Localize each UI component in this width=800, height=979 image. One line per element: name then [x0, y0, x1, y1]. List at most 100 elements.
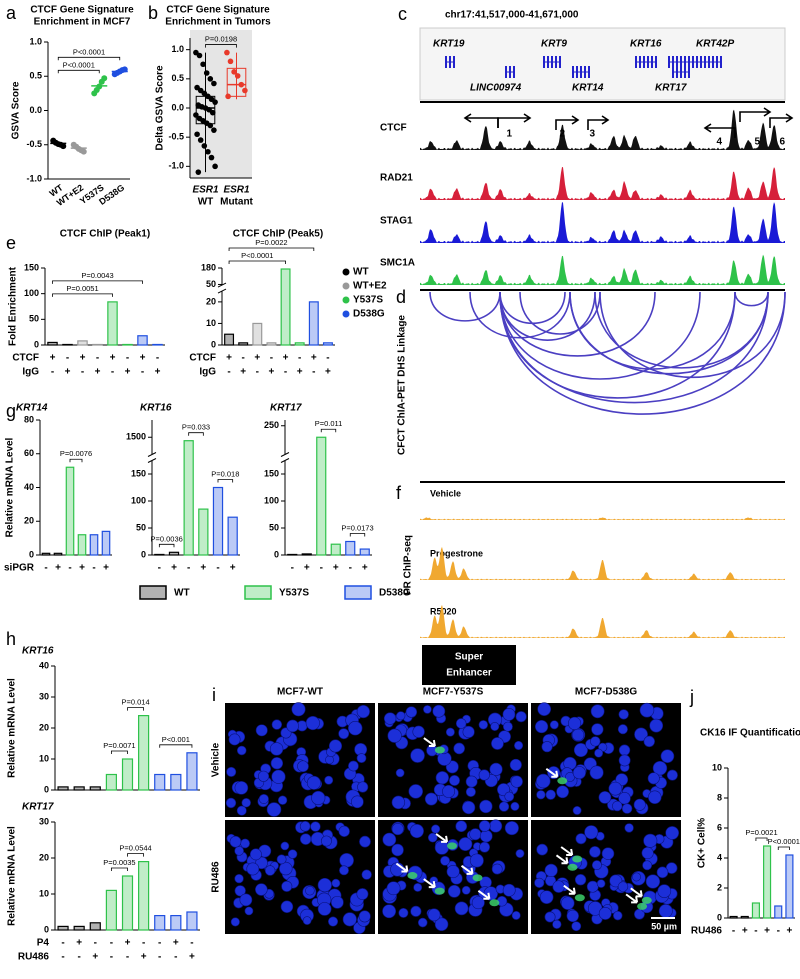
data-point: [212, 99, 218, 105]
chart-title: KRT17: [22, 802, 54, 813]
bar: [287, 553, 298, 556]
pointer-arrow: [563, 884, 576, 895]
panel-letter: h: [6, 629, 16, 649]
row-mark: -: [81, 367, 84, 378]
nucleus: [642, 860, 653, 871]
gene-label: KRT14: [572, 83, 604, 94]
peak-label: 4: [716, 137, 722, 148]
p-value: P=0.0043: [81, 271, 113, 280]
significance-bracket: [127, 853, 145, 857]
data-point: [211, 80, 217, 87]
nucleus: [479, 799, 493, 814]
nucleus: [280, 841, 290, 851]
nucleus: [656, 866, 669, 879]
row-mark: -: [156, 353, 159, 364]
ck16-signal: [572, 855, 583, 863]
bar: [154, 773, 166, 791]
image-row-label: Vehicle: [211, 742, 222, 777]
significance-bracket: [69, 458, 83, 463]
bar: [53, 552, 63, 556]
nucleus: [249, 848, 262, 861]
linkage-arc: [499, 291, 769, 404]
p-value: P<0.0001: [73, 47, 105, 56]
pr-track-label: Progestrone: [430, 548, 483, 558]
peak-label: 5: [754, 137, 760, 148]
bar: [62, 343, 73, 346]
nucleus: [234, 846, 244, 856]
nucleus: [382, 832, 397, 847]
linkage-arc: [469, 291, 571, 339]
significance-bracket: [110, 750, 128, 754]
nucleus: [317, 902, 332, 916]
pointer-arrow: [395, 862, 409, 873]
legend-swatch: [344, 585, 372, 600]
exon: [543, 56, 545, 68]
row-mark: -: [44, 563, 47, 574]
exon: [559, 56, 561, 68]
exon: [547, 56, 549, 68]
nucleus: [589, 765, 604, 780]
row-mark: -: [284, 367, 287, 378]
gene-label: KRT42P: [696, 39, 734, 50]
row-mark: -: [777, 926, 780, 937]
data-point: [234, 73, 241, 79]
nucleus: [241, 798, 251, 808]
nucleus: [454, 901, 469, 916]
nucleus: [479, 841, 490, 853]
gene-track: [419, 27, 786, 101]
x-tick-label: ESR1: [223, 185, 250, 196]
y-tick-label: 0: [29, 549, 34, 559]
nucleus: [305, 715, 320, 731]
legend-label: D538G: [379, 588, 411, 599]
nucleus: [440, 855, 450, 866]
signal-track: [420, 517, 785, 520]
y-tick-label: 1.0: [171, 44, 184, 54]
panel-letter: d: [396, 287, 406, 307]
row-mark: +: [155, 367, 161, 378]
ck16-signal: [434, 746, 445, 754]
axis-break: [217, 288, 227, 294]
bar: [77, 534, 87, 556]
region-label: chr17:41,517,000-41,671,000: [445, 10, 579, 21]
row-mark: +: [125, 367, 131, 378]
y-tick-label: 2: [717, 882, 722, 892]
data-point: [238, 81, 245, 88]
significance-bracket: [127, 707, 145, 711]
linkage-label: CFCT ChIA-PET DHS Linkage: [397, 315, 408, 455]
nucleus: [279, 861, 293, 876]
chart-title: Enrichment in MCF7: [34, 17, 131, 28]
row-mark: -: [110, 952, 113, 963]
nucleus: [601, 847, 615, 860]
significance-bracket: [349, 533, 366, 537]
y-tick-label: 20: [24, 516, 34, 526]
row-mark: -: [158, 938, 161, 949]
data-point: [231, 69, 237, 75]
nucleus: [408, 784, 423, 799]
row-mark: +: [333, 563, 339, 574]
nucleus: [432, 704, 446, 718]
p-value: P<0.0001: [63, 60, 95, 69]
nucleus: [632, 872, 641, 882]
nucleus: [234, 873, 244, 884]
bar: [138, 860, 150, 931]
nucleus: [236, 805, 247, 816]
bar: [186, 911, 198, 931]
pointer-arrow: [625, 893, 639, 904]
nucleus: [276, 854, 287, 865]
bar: [107, 301, 118, 346]
nucleus: [510, 775, 523, 788]
row-mark: +: [226, 353, 232, 364]
nucleus: [502, 721, 513, 732]
nucleus: [348, 760, 359, 772]
row-mark: -: [754, 926, 757, 937]
nucleus: [665, 826, 680, 840]
linkage-arc: [734, 291, 769, 307]
nucleus: [331, 878, 341, 888]
p-value: P=0.0544: [119, 844, 151, 853]
panel-letter: j: [689, 687, 694, 707]
data-point: [197, 137, 204, 143]
y-axis-label: Relative mRNA Level: [5, 437, 16, 537]
nucleus: [647, 772, 660, 785]
row-mark: +: [200, 563, 206, 574]
